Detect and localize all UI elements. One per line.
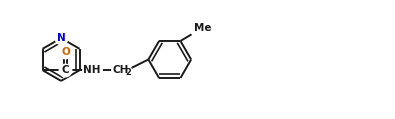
- Text: C: C: [62, 65, 69, 75]
- Text: N: N: [57, 33, 66, 43]
- Text: CH: CH: [112, 65, 128, 75]
- Text: Me: Me: [194, 22, 212, 32]
- Text: O: O: [61, 47, 70, 57]
- Text: NH: NH: [83, 65, 101, 75]
- Text: 2: 2: [125, 68, 131, 77]
